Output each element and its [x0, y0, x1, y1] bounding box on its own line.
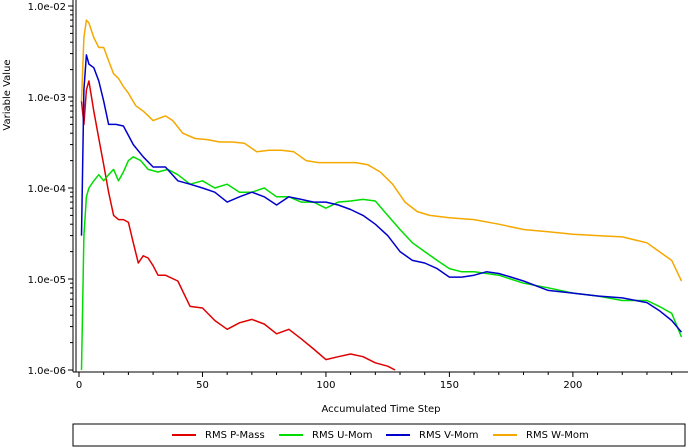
y-tick-label: 1.0e-02 [28, 2, 66, 13]
y-tick-label: 1.0e-03 [28, 93, 66, 104]
series-line-rms-v-mom [80, 54, 683, 333]
y-axis-title: Variable Value [2, 59, 13, 130]
legend-label-rms-w-mom: RMS W-Mom [526, 430, 589, 441]
series-line-rms-w-mom [80, 19, 683, 282]
series-line-rms-p-mass [80, 80, 396, 371]
x-tick-label: 0 [76, 380, 82, 391]
x-tick-label: 200 [563, 380, 582, 391]
series-layer [80, 19, 683, 371]
plot-frame [73, 6, 688, 370]
legend-label-rms-u-mom: RMS U-Mom [312, 430, 373, 441]
legend-label-rms-v-mom: RMS V-Mom [419, 430, 478, 441]
y-tick-label: 1.0e-05 [28, 275, 66, 286]
y-tick-label: 1.0e-04 [28, 184, 66, 195]
legend: RMS P-Mass RMS U-Mom RMS V-Mom RMS W-Mom [72, 423, 686, 447]
legend-items: RMS P-Mass RMS U-Mom RMS V-Mom RMS W-Mom [172, 430, 589, 441]
x-tick-label: 150 [440, 380, 459, 391]
x-tick-label: 50 [196, 380, 209, 391]
legend-label-rms-p-mass: RMS P-Mass [205, 430, 265, 441]
series-line-rms-u-mom [80, 156, 683, 371]
x-axis-ticks: 0 50 100 150 200 [76, 372, 673, 391]
x-axis-title: Accumulated Time Step [321, 404, 440, 415]
x-tick-label: 100 [316, 380, 335, 391]
y-axis-ticks: 1.0e-06 1.0e-05 1.0e-04 1.0e-03 1.0e-02 [28, 2, 73, 377]
legend-box [72, 423, 686, 447]
y-tick-label: 1.0e-06 [28, 366, 66, 377]
plot-area [73, 6, 688, 371]
